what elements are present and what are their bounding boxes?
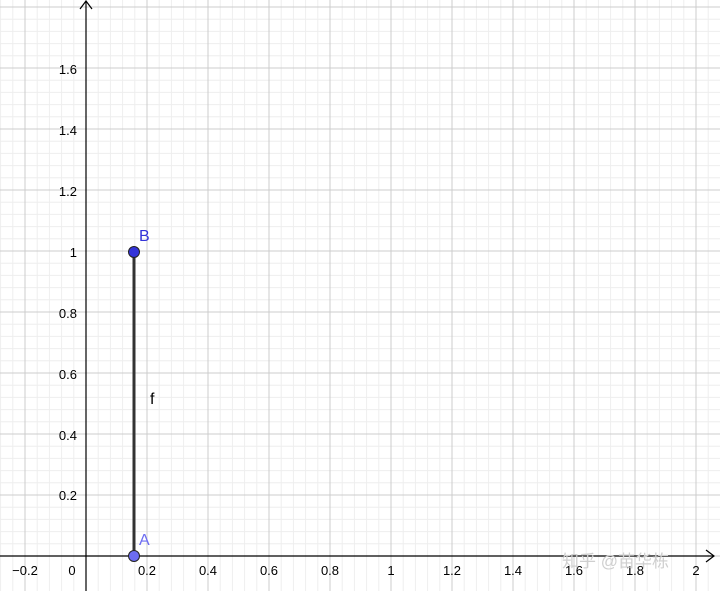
watermark: 知乎 @苗华栋	[562, 552, 669, 571]
y-axis	[79, 0, 93, 591]
x-axis-arrow-icon	[705, 549, 715, 563]
y-tick-labels: 0.2 0.4 0.6 0.8 1 1.2 1.4 1.6	[59, 62, 77, 503]
x-tick-label: 2	[692, 563, 699, 578]
x-tick-label: 0	[68, 563, 75, 578]
x-tick-label: 1.8	[626, 563, 644, 578]
x-tick-label: −0.2	[12, 563, 38, 578]
x-tick-label: 0.8	[321, 563, 339, 578]
y-axis-arrow-icon	[79, 0, 93, 10]
x-tick-labels: −0.2 0 0.2 0.4 0.6 0.8 1 1.2 1.4 1.6 1.8…	[12, 563, 699, 578]
point-b-label: B	[139, 228, 150, 245]
x-tick-label: 1.4	[504, 563, 522, 578]
y-tick-label: 0.8	[59, 306, 77, 321]
y-tick-label: 0.6	[59, 367, 77, 382]
y-tick-label: 0.4	[59, 428, 77, 443]
x-tick-label: 0.4	[199, 563, 217, 578]
y-tick-label: 1.4	[59, 123, 77, 138]
y-tick-label: 1.2	[59, 184, 77, 199]
x-tick-label: 0.2	[138, 563, 156, 578]
x-tick-label: 1.6	[565, 563, 583, 578]
segment-f-label: f	[150, 391, 155, 408]
x-axis	[0, 549, 715, 563]
y-tick-label: 1.6	[59, 62, 77, 77]
y-tick-label: 1	[70, 245, 77, 260]
x-tick-label: 0.6	[260, 563, 278, 578]
point-b[interactable]	[128, 246, 140, 258]
x-tick-label: 1	[387, 563, 394, 578]
point-a[interactable]	[128, 550, 140, 562]
point-a-label: A	[139, 532, 150, 549]
x-tick-label: 1.2	[443, 563, 461, 578]
y-tick-label: 0.2	[59, 488, 77, 503]
